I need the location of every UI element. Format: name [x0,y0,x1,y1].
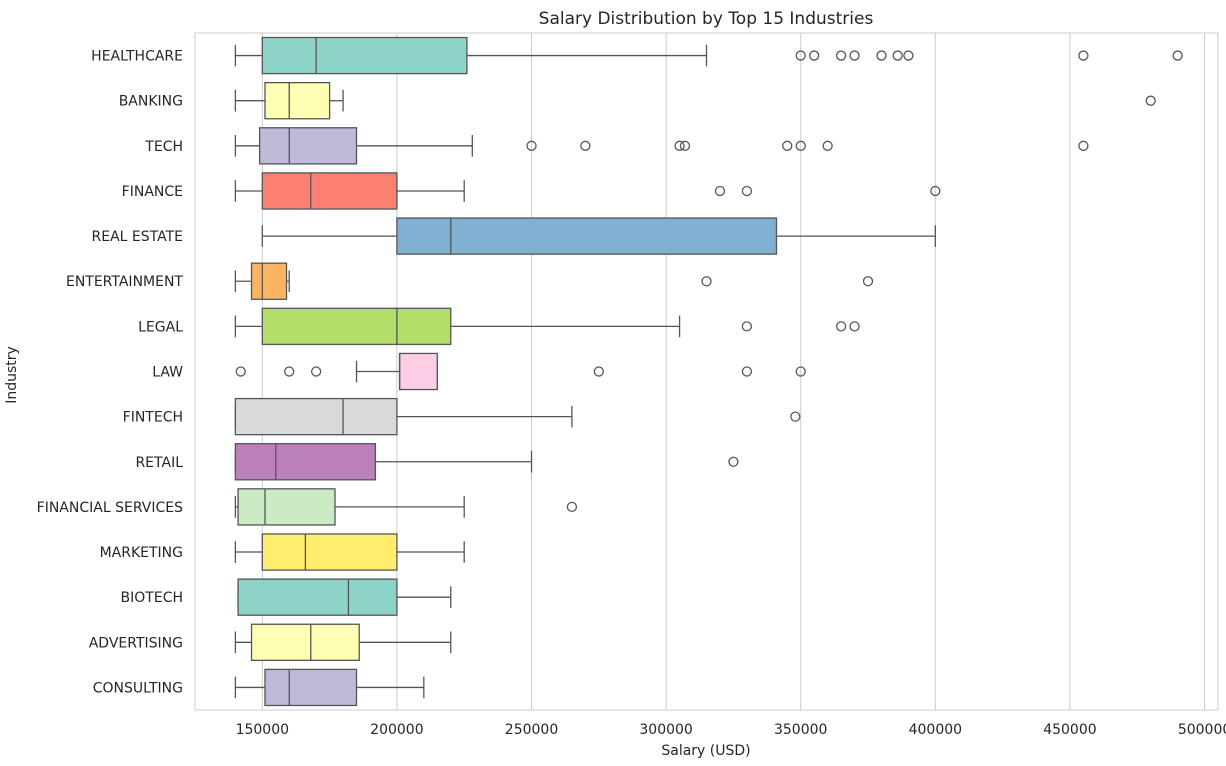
outlier-point [876,50,887,61]
outlier-point [809,50,820,61]
y-tick-label: BIOTECH [121,590,183,606]
y-tick-label: LEGAL [138,319,183,335]
box-marketing [234,533,465,571]
iqr-box [237,488,336,526]
iqr-box [258,127,358,165]
y-tick-label: TECH [144,139,183,155]
y-axis-title: Industry [4,346,20,404]
iqr-box [264,668,358,707]
outlier-point [862,276,874,287]
box-biotech [237,578,452,616]
outlier-point [714,185,726,197]
outlier-point [782,140,793,151]
y-tick-label: FINTECH [123,410,183,426]
x-axis-title: Salary (USD) [661,743,750,759]
outlier-point [566,501,578,513]
y-tick-label: BANKING [119,94,183,110]
iqr-box [250,262,288,300]
x-tick-label: 150000 [236,722,289,738]
chart-title: Salary Distribution by Top 15 Industries [539,9,874,29]
y-tick-label: LAW [152,365,183,381]
box-tech [234,127,1089,165]
outlier-point [795,140,806,151]
outlier-point [795,366,806,377]
outlier-point [728,456,739,467]
iqr-box [398,352,438,391]
outlier-point [284,366,295,377]
iqr-box [250,623,360,662]
x-tick-label: 300000 [639,722,692,738]
outlier-point [849,50,860,61]
y-axis-ticks: HEALTHCARE BANKING TECH FINANCE REAL ESTATE E… [37,49,184,697]
box-banking [234,81,1156,120]
outlier-point [580,140,591,151]
outlier-point [892,50,903,61]
iqr-box [237,578,398,616]
x-axis-ticks: 150000 200000 250000 300000 350000 400000 4500… [236,722,1226,738]
outlier-point [701,276,712,287]
outlier-point [526,140,537,151]
iqr-box [234,397,398,436]
outlier-point [835,50,847,61]
outlier-point [903,50,914,61]
outlier-point [835,321,847,332]
box-healthcare [234,36,1183,75]
outlier-point [1078,50,1089,61]
outlier-point [679,140,691,151]
iqr-box [261,533,398,571]
x-tick-label: 400000 [909,722,962,738]
outlier-point [310,366,322,377]
box-legal [234,307,860,346]
outlier-point [930,185,941,197]
iqr-box [261,307,452,346]
x-tick-label: 450000 [1043,722,1096,738]
box-fintech [234,397,801,436]
y-tick-label: FINANCIAL SERVICES [37,500,183,516]
iqr-box [261,36,468,75]
outlier-point [1145,95,1156,106]
iqr-box [264,81,331,120]
iqr-box [234,443,377,481]
y-tick-label: FINANCE [122,184,183,200]
outlier-point [235,366,246,377]
outlier-point [822,140,833,151]
outlier-point [741,185,753,197]
box-entertainment [234,262,874,300]
outlier-point [849,321,860,332]
box-group [234,36,1183,707]
y-tick-label: MARKETING [100,545,183,561]
iqr-box [261,172,398,210]
outlier-point [741,366,753,377]
x-tick-label: 350000 [774,722,827,738]
x-tick-label: 250000 [505,722,558,738]
box-law [235,352,806,391]
outlier-point [790,411,801,422]
outlier-point [741,321,753,332]
y-tick-label: REAL ESTATE [92,229,184,245]
box-advertising [234,623,452,662]
box-retail [234,443,739,481]
outlier-point [593,366,604,377]
outlier-point [674,140,685,151]
y-tick-label: RETAIL [135,455,183,471]
y-tick-label: ADVERTISING [89,635,183,651]
outlier-point [795,50,806,61]
y-tick-label: CONSULTING [93,680,183,696]
y-tick-label: ENTERTAINMENT [66,274,183,290]
y-tick-label: HEALTHCARE [91,49,183,65]
outlier-point [1078,140,1089,151]
x-tick-label: 500000 [1178,722,1226,738]
box-finance [234,172,941,210]
box-consulting [234,668,425,707]
x-tick-label: 200000 [370,722,423,738]
box-real-estate [261,217,936,255]
outlier-point [1172,50,1183,61]
iqr-box [396,217,778,255]
box-financial-services [234,488,578,526]
